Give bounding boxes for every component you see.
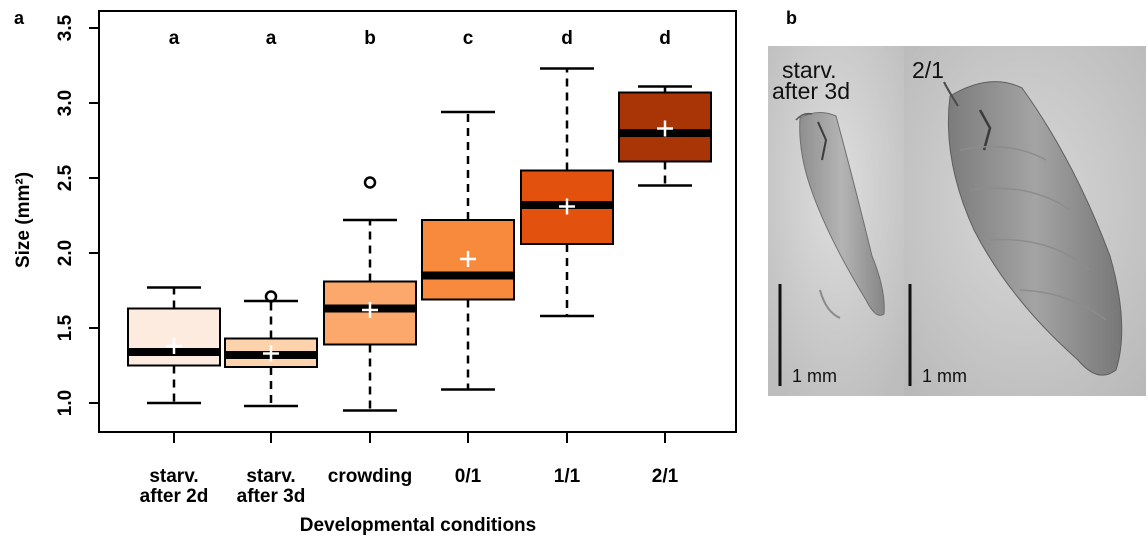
outlier-point [264,290,278,303]
plot-frame [98,10,737,433]
box-3 [421,110,515,391]
y-axis-title: Size (mm²) [13,172,34,268]
photo-fed-larva: 2/1 1 mm [904,46,1146,396]
panel-a-label: a [14,8,25,28]
scale-bar-label: 1 mm [792,366,837,386]
x-tick-label: 1/1 [554,466,581,487]
significance-letter: c [463,28,474,49]
x-axis-title: Developmental conditions [300,515,536,536]
x-tick-label: starv. after 3d [237,466,306,507]
x-tick-label: starv. after 2d [140,466,209,507]
box-0 [127,286,221,405]
photo-label-fed: 2/1 [912,57,944,83]
photo-panel: starv. after 3d 1 mm 2/1 1 mm [768,46,1146,396]
box-5 [618,85,712,187]
outlier-point [363,176,377,189]
box-iqr [127,307,221,367]
box-4 [520,67,614,318]
photo-starved-larva: starv. after 3d 1 mm [768,46,904,396]
y-tick-label: 3.0 [55,90,76,116]
y-axis: 1.0 1.5 2.0 2.5 3.0 3.5 [55,14,99,416]
x-tick-label: crowding [328,466,412,487]
significance-letter: a [169,28,180,49]
y-tick-label: 2.5 [55,164,76,191]
plot-border [98,10,737,433]
scale-bar-label: 1 mm [922,366,967,386]
y-tick-label: 3.5 [55,14,76,41]
x-tick-label: 0/1 [455,466,482,487]
y-tick-label: 1.5 [55,314,76,341]
significance-letter: d [561,28,573,49]
y-tick-label: 2.0 [55,240,76,266]
significance-letter: d [659,28,671,49]
box-2 [323,176,417,412]
photo-label-line2: after 3d [772,78,850,104]
box-1 [224,290,318,408]
panel-b-label: b [786,8,797,28]
significance-letter: a [266,28,277,49]
significance-letter: b [364,28,376,49]
x-tick-label: 2/1 [652,466,679,487]
y-tick-label: 1.0 [55,390,76,416]
photo-label-line1: starv. [782,57,837,83]
boxplot-series [127,67,712,412]
x-axis: starv. after 2d starv. after 3d crowding 0/1 1… [140,432,679,507]
